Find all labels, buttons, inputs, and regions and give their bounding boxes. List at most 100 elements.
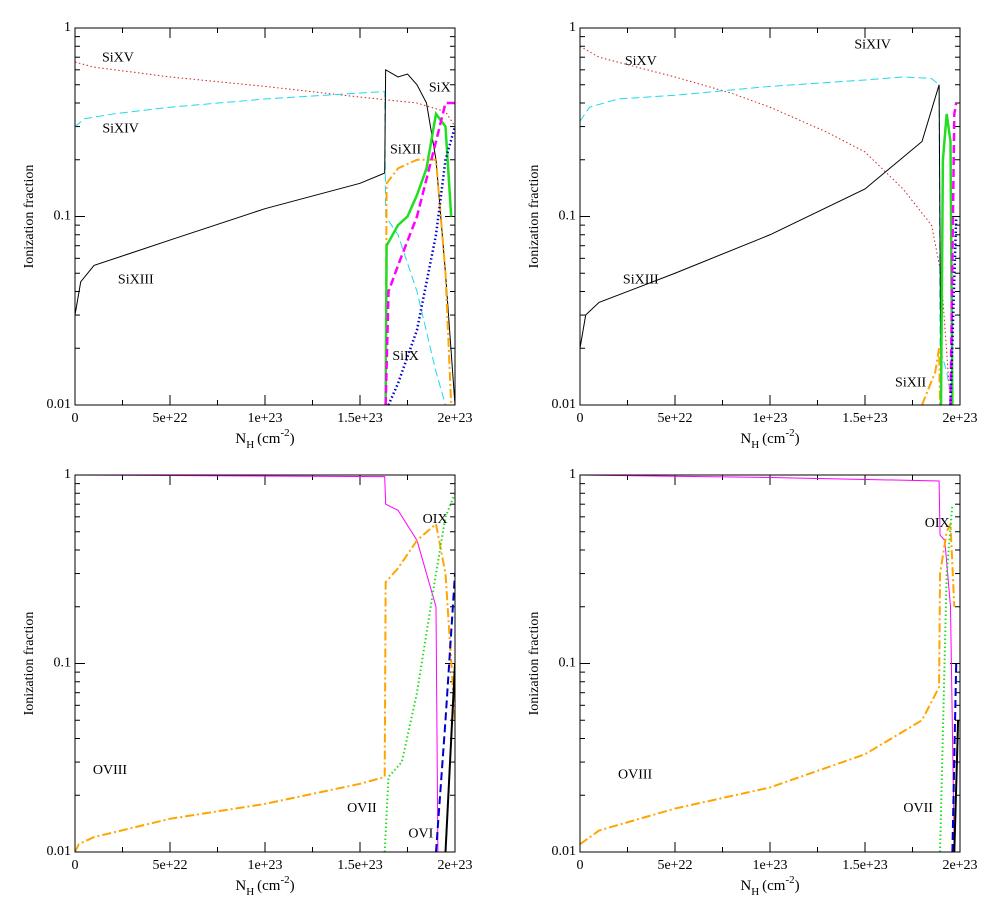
panel: 0.01 0.1 1 0 5e+22 1e+23 1.5e+23 2e+23 SiXV SiXIV… [527, 20, 977, 450]
annotation: SiXII [895, 376, 926, 391]
x-axis-label-part: N [740, 878, 751, 894]
y-axis-label: Ionization fraction [527, 165, 542, 269]
x-axis-label-part: H [751, 439, 759, 451]
annotation: SiXIII [623, 272, 659, 287]
x-tick-label: 0 [577, 858, 584, 873]
x-tick-label: 1.5e+23 [842, 858, 888, 873]
series-line [444, 663, 455, 852]
y-axis-label: Ionization fraction [22, 612, 37, 716]
series-line [580, 84, 942, 405]
x-tick-label: 5e+22 [152, 411, 187, 426]
x-tick-label: 5e+22 [657, 858, 692, 873]
y-tick-label: 0.1 [54, 209, 72, 224]
series-line [383, 492, 455, 852]
x-tick-label: 1.5e+23 [337, 858, 383, 873]
x-axis-label-part: (cm [257, 878, 281, 894]
panel: 0.01 0.1 1 0 5e+22 1e+23 1.5e+23 2e+23 OIX OVIII O… [527, 467, 977, 897]
annotation: SiX [429, 80, 451, 95]
series-line [75, 61, 455, 127]
series-line [580, 45, 951, 405]
x-tick-label: 2e+23 [942, 411, 977, 426]
y-tick-label: 1 [64, 467, 71, 482]
x-axis-label-part: -2 [280, 874, 289, 886]
y-axis-label: Ionization fraction [22, 165, 37, 269]
x-axis-label-part: (cm [257, 431, 281, 447]
x-axis-label-part: ) [290, 431, 295, 447]
x-tick-label: 0 [72, 858, 79, 873]
series-line [953, 720, 960, 852]
panel: 0.01 0.1 1 0 5e+22 1e+23 1.5e+23 2e+23 OIX OVIII O… [22, 467, 472, 897]
y-tick-label: 0.01 [552, 397, 577, 412]
y-tick-label: 0.1 [559, 656, 577, 671]
x-axis-label-part: ) [795, 878, 800, 894]
series-line [949, 216, 958, 405]
x-axis-label-part: (cm [762, 431, 786, 447]
series-line [387, 126, 455, 405]
series-line [949, 102, 958, 405]
series-line [939, 113, 954, 405]
annotation: SiIX [392, 349, 418, 364]
plot-frame [579, 474, 961, 853]
x-tick-label: 0 [72, 411, 79, 426]
annotation: OIX [925, 516, 950, 531]
y-tick-label: 0.01 [47, 397, 72, 412]
x-axis-label-part: N [235, 878, 246, 894]
y-tick-label: 0.01 [552, 844, 577, 859]
x-axis-label-part: N [740, 431, 751, 447]
annotation: SiXIV [854, 37, 891, 52]
series-line [951, 663, 958, 852]
plot-frame [74, 474, 456, 853]
y-tick-label: 1 [569, 467, 576, 482]
x-tick-label: 1.5e+23 [337, 411, 383, 426]
x-axis-label-part: N [235, 431, 246, 447]
x-axis-label: NH (cm-2) [235, 427, 294, 451]
x-axis-label-part: -2 [280, 427, 289, 439]
x-axis-label-part: H [751, 886, 759, 898]
x-axis-label: NH (cm-2) [740, 427, 799, 451]
x-tick-label: 1e+23 [752, 411, 787, 426]
x-axis-label-part: ) [795, 431, 800, 447]
x-axis-label-part: ) [290, 878, 295, 894]
series-line [921, 348, 942, 405]
x-tick-label: 1e+23 [247, 411, 282, 426]
series-line [75, 68, 455, 405]
x-tick-label: 0 [577, 411, 584, 426]
annotation: SiXIV [102, 122, 139, 137]
series-line [580, 475, 955, 852]
y-tick-label: 1 [569, 20, 576, 35]
annotation: SiXII [390, 142, 421, 157]
series-line [75, 91, 446, 405]
annotation: SiXV [102, 51, 134, 66]
y-tick-label: 0.01 [47, 844, 72, 859]
x-tick-label: 1.5e+23 [842, 411, 888, 426]
x-axis-label: NH (cm-2) [235, 874, 294, 898]
x-axis-label-part: -2 [785, 427, 794, 439]
series-line [75, 475, 439, 852]
y-axis-label: Ionization fraction [527, 612, 542, 716]
annotation: OIX [423, 512, 448, 527]
x-tick-label: 1e+23 [247, 858, 282, 873]
series-line [580, 523, 956, 846]
x-tick-label: 2e+23 [437, 858, 472, 873]
x-tick-label: 1e+23 [752, 858, 787, 873]
annotation: SiXIII [118, 272, 154, 287]
series-line [75, 522, 455, 852]
series-line [435, 573, 455, 852]
series-line [939, 504, 954, 852]
x-axis-label-part: -2 [785, 874, 794, 886]
series-line [384, 158, 453, 405]
annotation: OVIII [93, 763, 128, 778]
x-axis-label-part: H [246, 886, 254, 898]
x-tick-label: 5e+22 [152, 858, 187, 873]
x-axis-label-part: H [246, 439, 254, 451]
x-axis-label: NH (cm-2) [740, 874, 799, 898]
x-axis-label-part: (cm [762, 878, 786, 894]
annotation: OVI [408, 827, 433, 842]
y-tick-label: 0.1 [559, 209, 577, 224]
x-tick-label: 2e+23 [437, 411, 472, 426]
series-line [384, 101, 455, 405]
series-line [384, 110, 453, 405]
